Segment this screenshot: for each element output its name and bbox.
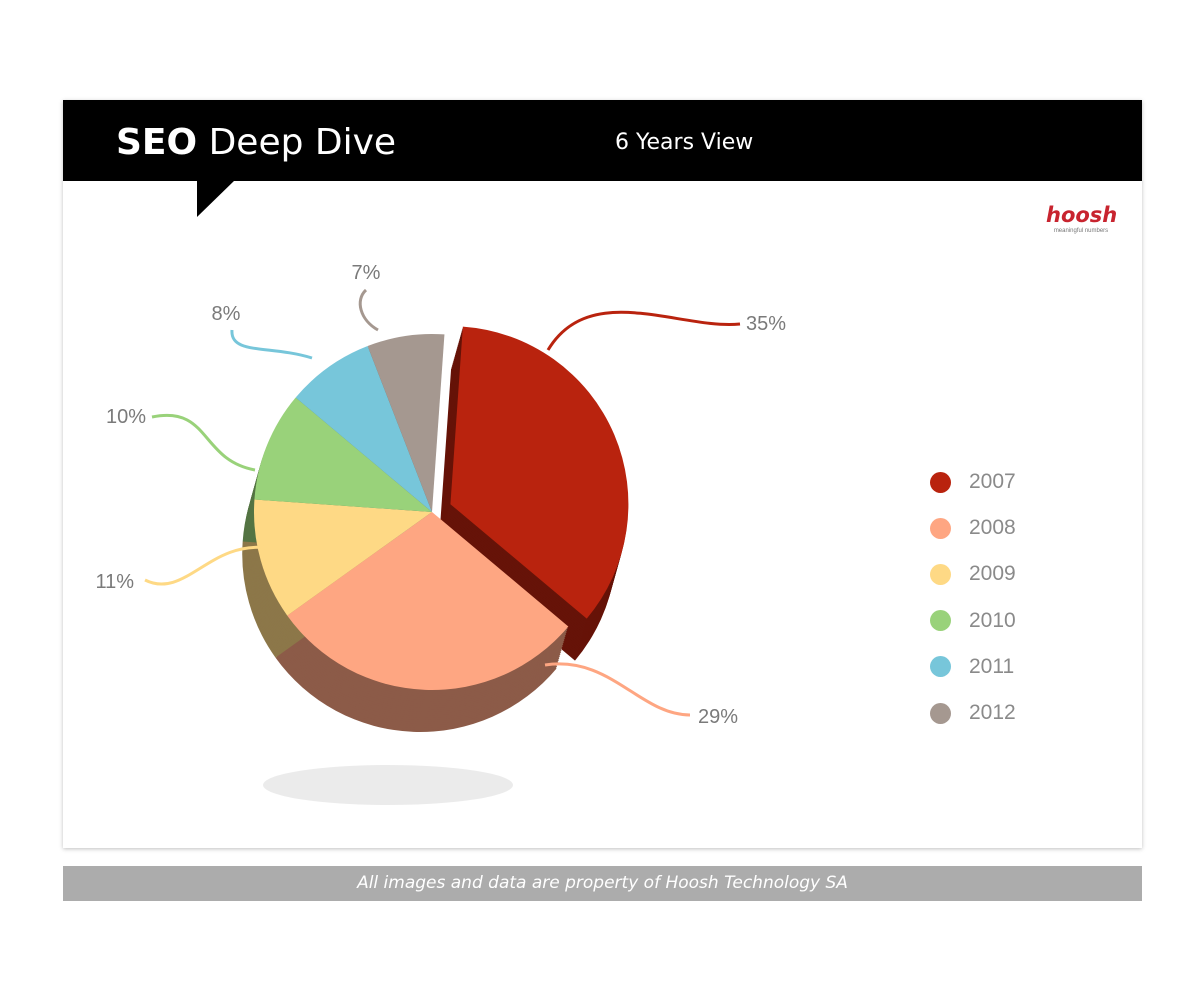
- legend-swatch-2011: [930, 656, 951, 678]
- logo-tagline: meaningful numbers: [1053, 228, 1109, 234]
- value-label-2011: 8%: [212, 303, 241, 325]
- legend-item-2010: 2010: [930, 598, 1016, 644]
- pie-shadow: [263, 765, 513, 805]
- page-subtitle: 6 Years View: [615, 130, 754, 155]
- slice-2009: [254, 499, 432, 616]
- legend-swatch-2007: [930, 471, 951, 493]
- slice-2011: [295, 346, 432, 512]
- page-title-bold: SEO: [116, 122, 198, 163]
- legend-label-2012: 2012: [969, 701, 1016, 725]
- chart-legend: 2007 2008 2009 2010 2011 2012: [930, 459, 1016, 736]
- legend-swatch-2012: [930, 702, 951, 724]
- slice-2008: [287, 512, 569, 690]
- slice-2012: [367, 333, 445, 512]
- value-label-2007: 35%: [746, 313, 786, 335]
- logo-word: hoosh: [1046, 203, 1118, 227]
- page-title: SEO Deep Dive: [116, 121, 396, 165]
- value-label-2009: 11%: [95, 571, 134, 593]
- legend-label-2008: 2008: [969, 516, 1016, 540]
- legend-swatch-2008: [930, 517, 951, 539]
- slice-2010: [254, 397, 432, 512]
- legend-label-2011: 2011: [969, 654, 1015, 678]
- legend-label-2010: 2010: [969, 608, 1016, 632]
- legend-item-2012: 2012: [930, 690, 1016, 736]
- legend-item-2008: 2008: [930, 505, 1016, 551]
- hoosh-logo: hoosh meaningful numbers: [1046, 203, 1118, 235]
- page-title-rest: Deep Dive: [208, 122, 397, 163]
- slice-2007: [450, 326, 629, 619]
- leader-line-2012: [358, 288, 379, 332]
- legend-swatch-2010: [930, 610, 951, 632]
- legend-label-2007: 2007: [969, 470, 1016, 494]
- leader-line-2007: [546, 310, 741, 351]
- leader-line-2009: [144, 545, 269, 586]
- legend-item-2007: 2007: [930, 459, 1016, 505]
- header-pointer: [197, 180, 235, 217]
- legend-item-2011: 2011: [930, 644, 1016, 690]
- leader-line-2011: [230, 329, 313, 360]
- legend-swatch-2009: [930, 563, 951, 585]
- legend-label-2009: 2009: [969, 562, 1016, 586]
- value-label-2008: 29%: [698, 706, 738, 728]
- leader-line-2008: [544, 662, 691, 717]
- value-label-2012: 7%: [352, 262, 381, 284]
- legend-item-2009: 2009: [930, 551, 1016, 597]
- leader-line-2010: [151, 413, 256, 472]
- header-bar: [63, 100, 1142, 181]
- value-label-2010: 10%: [106, 406, 146, 428]
- footer-copyright: All images and data are property of Hoos…: [63, 866, 1142, 901]
